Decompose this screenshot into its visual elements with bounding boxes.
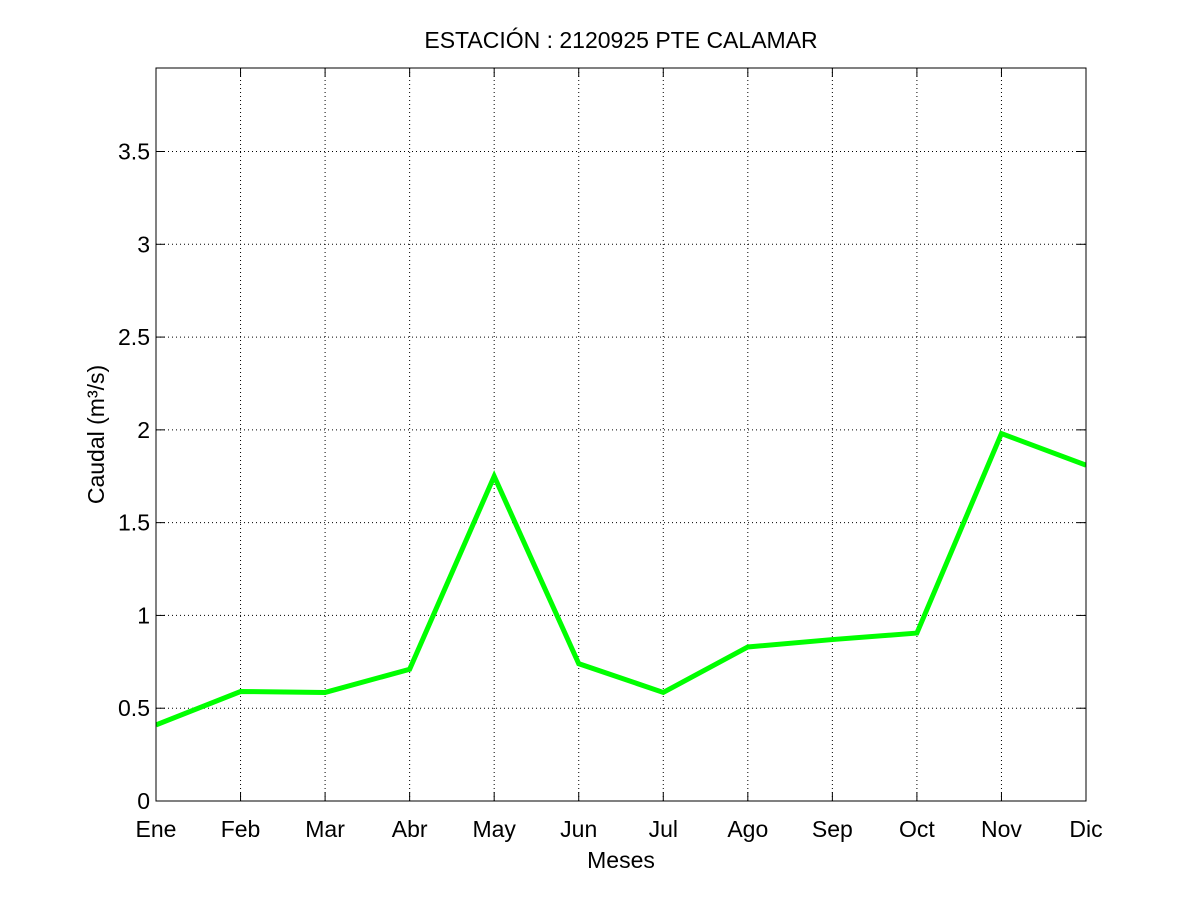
series-line	[156, 430, 1086, 728]
y-tick-label: 2	[137, 417, 150, 443]
y-tick-label: 0.5	[118, 695, 150, 721]
x-axis-label: Meses	[587, 847, 655, 873]
axes-box	[155, 67, 1087, 802]
y-tick-labels: 0 0.5 1 1.5 2 2.5 3 3.5	[118, 139, 150, 814]
y-tick-label: 3.5	[118, 139, 150, 165]
y-tick-label: 3	[137, 231, 150, 257]
y-axis-label: Caudal (m³/s)	[83, 365, 109, 504]
x-tick-label: Sep	[812, 816, 853, 842]
grid	[156, 68, 1086, 801]
chart-title: ESTACIÓN : 2120925 PTE CALAMAR	[424, 27, 817, 53]
y-tick-label: 1.5	[118, 510, 150, 536]
x-tick-label: Ene	[136, 816, 177, 842]
x-tick-label: Nov	[981, 816, 1022, 842]
series-layer	[156, 430, 1086, 728]
y-tick-label: 0	[137, 788, 150, 814]
x-tick-label: Jun	[560, 816, 597, 842]
y-tick-label: 2.5	[118, 324, 150, 350]
x-tick-label: Dic	[1069, 816, 1102, 842]
x-tick-label: Jul	[649, 816, 678, 842]
x-tick-label: May	[472, 816, 516, 842]
x-tick-label: Abr	[392, 816, 428, 842]
x-tick-labels: Ene Feb Mar Abr May Jun Jul Ago Sep Oct Nov Dic	[136, 816, 1103, 842]
x-tick-label: Mar	[305, 816, 345, 842]
y-tick-label: 1	[137, 602, 150, 628]
x-tick-label: Oct	[899, 816, 935, 842]
ticks	[155, 68, 1087, 802]
x-tick-label: Ago	[727, 816, 768, 842]
x-tick-label: Feb	[221, 816, 261, 842]
